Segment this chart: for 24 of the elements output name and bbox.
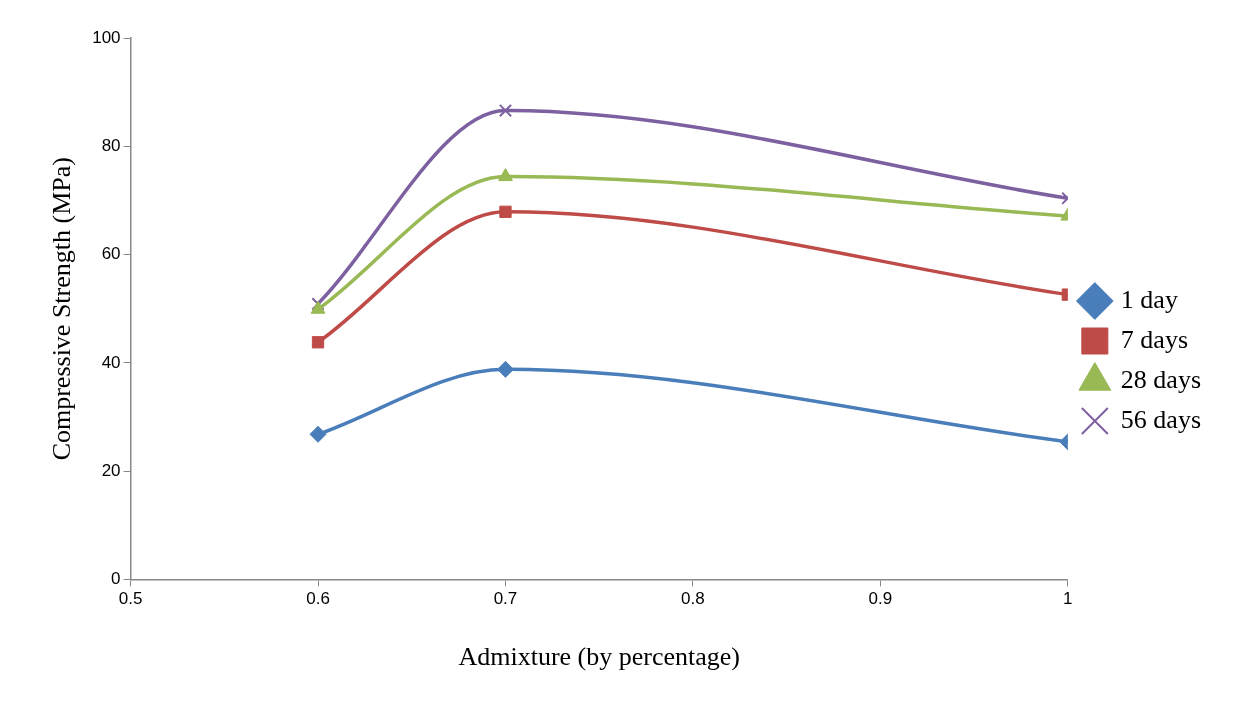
legend-label: 1 day — [1120, 284, 1178, 314]
point — [496, 360, 514, 378]
y-tick-label: 80 — [101, 135, 121, 155]
point — [498, 168, 513, 182]
y-tick-label: 40 — [101, 352, 121, 372]
x-tick-label: 0.9 — [868, 589, 893, 609]
point — [499, 205, 512, 218]
legend-label: 28 days — [1120, 364, 1202, 394]
y-tick-label: 60 — [101, 244, 121, 264]
legend-label: 7 days — [1120, 324, 1189, 354]
y-axis-title: Compressive Strength (MPa) — [47, 157, 77, 461]
point — [309, 425, 327, 443]
y-tick-label: 20 — [101, 460, 121, 480]
point — [498, 103, 513, 118]
x-axis-title: Admixture (by percentage) — [458, 642, 740, 672]
x-tick-label: 1 — [1063, 589, 1073, 609]
y-tick-label: 100 — [92, 27, 121, 47]
legend-label: 56 days — [1120, 404, 1202, 434]
x-tick-label: 0.5 — [118, 589, 143, 609]
x-tick-label: 0.6 — [306, 589, 330, 609]
x-tick-label: 0.8 — [681, 589, 705, 609]
point — [311, 336, 325, 349]
x-tick-label: 0.7 — [493, 589, 518, 609]
y-tick-label: 0 — [111, 569, 121, 589]
